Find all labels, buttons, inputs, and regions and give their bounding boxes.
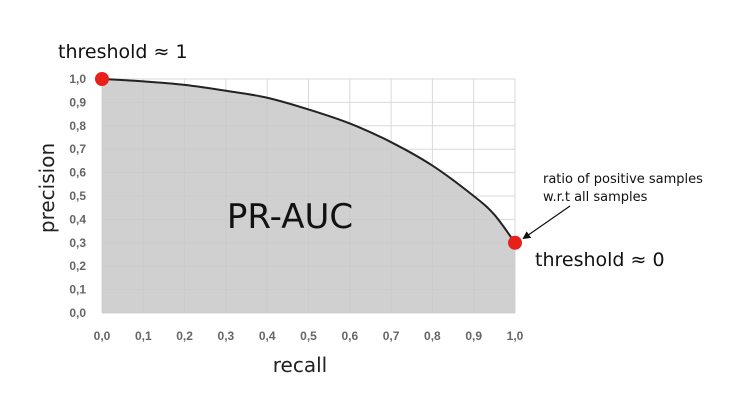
pr-auc-label: PR-AUC bbox=[227, 197, 353, 237]
x-axis-title: recall bbox=[273, 353, 327, 377]
x-tick-label: 0,6 bbox=[341, 329, 358, 343]
y-tick-label: 0,3 bbox=[69, 236, 86, 250]
threshold-points bbox=[95, 72, 522, 250]
annotation-arrow bbox=[522, 205, 571, 240]
x-tick-labels: 0,0 0,1 0,2 0,3 0,4 0,5 0,6 0,7 0,8 0,9 1,0 bbox=[94, 329, 524, 343]
annotation-line-2: w.r.t all samples bbox=[543, 190, 648, 205]
threshold-low-label: threshold ≈ 0 bbox=[535, 249, 665, 271]
y-tick-label: 0,1 bbox=[69, 283, 86, 297]
threshold-low-point bbox=[508, 235, 522, 250]
y-tick-label: 0,9 bbox=[69, 95, 86, 109]
x-tick-label: 0,0 bbox=[94, 329, 111, 343]
pr-auc-area bbox=[102, 79, 515, 313]
y-tick-label: 1,0 bbox=[69, 72, 86, 86]
y-tick-label: 0,0 bbox=[69, 306, 86, 320]
y-tick-label: 0,2 bbox=[69, 259, 86, 273]
x-tick-label: 0,2 bbox=[176, 329, 193, 343]
x-tick-label: 0,7 bbox=[383, 329, 400, 343]
y-tick-label: 0,5 bbox=[69, 189, 86, 203]
pr-curve-line bbox=[101, 78, 516, 244]
x-tick-label: 0,4 bbox=[259, 329, 276, 343]
x-tick-label: 0,3 bbox=[218, 329, 235, 343]
y-tick-label: 0,4 bbox=[69, 212, 86, 226]
threshold-high-point bbox=[95, 72, 109, 86]
y-tick-label: 0,8 bbox=[69, 119, 86, 133]
y-tick-label: 0,6 bbox=[69, 166, 86, 180]
x-tick-label: 0,8 bbox=[424, 329, 441, 343]
x-tick-label: 0,9 bbox=[465, 329, 482, 343]
annotation-line-1: ratio of positive samples bbox=[543, 172, 703, 187]
x-tick-label: 0,1 bbox=[135, 329, 152, 343]
y-tick-label: 0,7 bbox=[69, 142, 86, 156]
x-tick-label: 1,0 bbox=[507, 329, 524, 343]
y-axis-title: precision bbox=[35, 143, 59, 233]
x-tick-label: 0,5 bbox=[300, 329, 317, 343]
threshold-high-label: threshold ≈ 1 bbox=[58, 41, 188, 63]
y-tick-labels: 0,0 0,1 0,2 0,3 0,4 0,5 0,6 0,7 0,8 0,9 1,0 bbox=[69, 72, 86, 320]
